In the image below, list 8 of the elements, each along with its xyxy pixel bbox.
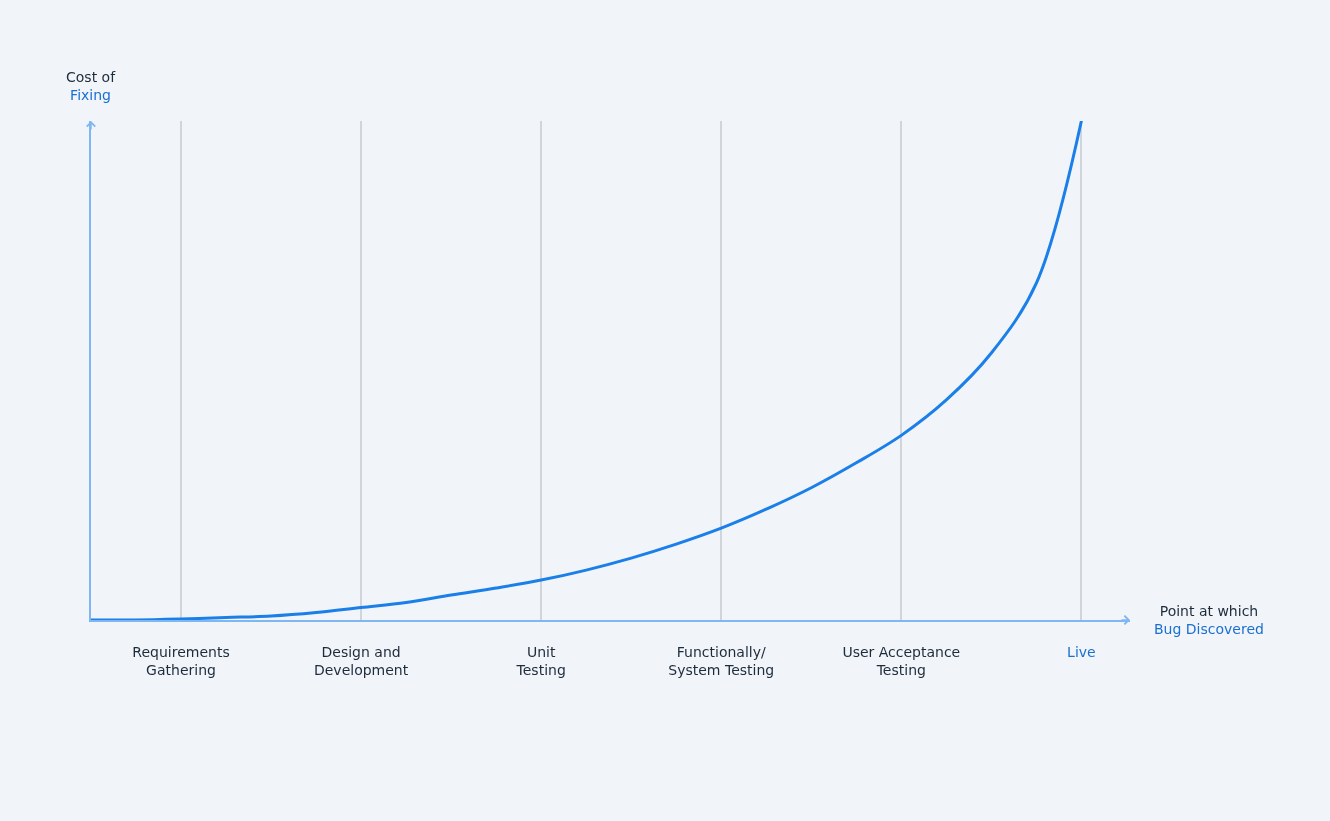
x-axis-title: Point at which Bug Discovered: [1154, 603, 1264, 638]
y-axis-title: Cost of Fixing: [66, 69, 117, 104]
x-tick-label: Unit Testing: [515, 643, 566, 678]
x-tick-label: Functionally/System Testing: [668, 643, 775, 678]
x-tick-label: Requirements Gathering: [132, 643, 230, 678]
x-tick-label: Design and Development: [313, 643, 409, 678]
x-tick-label: User Acceptance Testing: [842, 643, 961, 678]
x-tick-label: Live: [1067, 643, 1096, 660]
